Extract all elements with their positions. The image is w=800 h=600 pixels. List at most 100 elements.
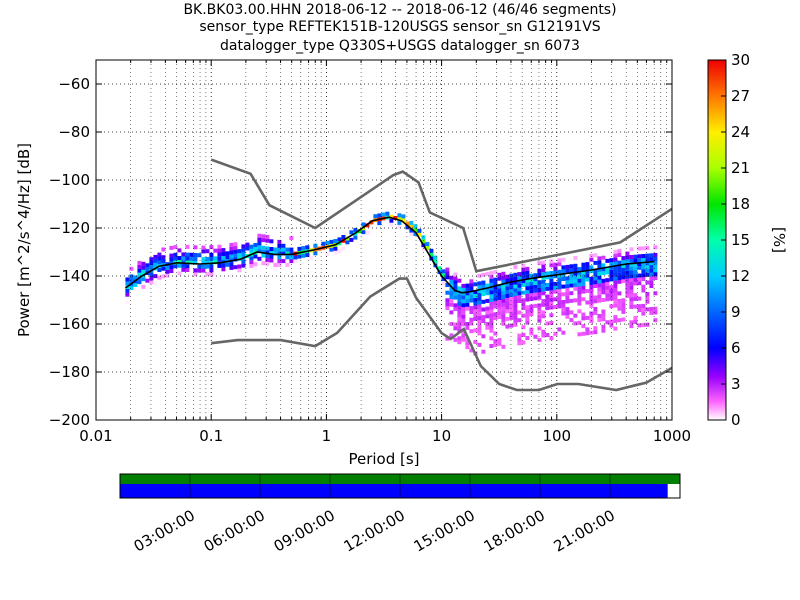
heatmap-cell <box>413 232 418 236</box>
heatmap-cell <box>597 267 602 272</box>
heatmap-cell <box>305 253 310 257</box>
heatmap-cell <box>285 255 290 260</box>
heatmap-cell <box>253 246 258 251</box>
heatmap-cell <box>561 265 566 270</box>
heatmap-cell <box>397 220 402 225</box>
heatmap-cell <box>445 290 450 295</box>
heatmap-cell <box>513 322 518 327</box>
heatmap-cell <box>485 306 490 311</box>
heatmap-cell <box>525 316 530 321</box>
heatmap-cell <box>461 322 466 327</box>
heatmap-cell <box>601 313 606 318</box>
heatmap-cell <box>621 267 626 272</box>
heatmap-cell <box>609 292 614 297</box>
heatmap-cell <box>625 259 630 264</box>
heatmap-cell <box>397 224 402 229</box>
heatmap-cell <box>125 288 130 293</box>
heatmap-cell <box>553 274 558 279</box>
heatmap-cell <box>605 258 610 263</box>
heatmap-cell <box>621 317 626 322</box>
heatmap-cell <box>229 250 234 255</box>
heatmap-cell <box>133 275 138 280</box>
heatmap-cell <box>589 292 594 297</box>
heatmap-cell <box>589 284 594 289</box>
heatmap-cell <box>209 252 214 257</box>
heatmap-cell <box>629 304 634 309</box>
heatmap-cell <box>417 232 422 237</box>
heatmap-cell <box>649 310 654 315</box>
heatmap-cell <box>269 247 274 251</box>
heatmap-cell <box>553 266 558 271</box>
heatmap-cell <box>449 275 454 280</box>
y-tick-label: −80 <box>58 123 90 141</box>
heatmap-cell <box>313 243 318 248</box>
heatmap-cell <box>229 273 234 278</box>
heatmap-cell <box>457 324 462 329</box>
heatmap-cell <box>565 287 570 292</box>
heatmap-cell <box>485 325 490 330</box>
heatmap-cell <box>229 246 234 251</box>
heatmap-cell <box>409 220 414 225</box>
heatmap-cell <box>633 254 638 259</box>
heatmap-cell <box>513 318 518 323</box>
heatmap-cell <box>285 263 290 267</box>
heatmap-cell <box>645 261 650 266</box>
heatmap-cell <box>541 279 546 284</box>
heatmap-cell <box>445 267 450 272</box>
heatmap-cell <box>485 272 490 276</box>
x-tick-label: 100 <box>542 427 571 445</box>
heatmap-cell <box>645 295 650 300</box>
heatmap-cell <box>461 318 466 323</box>
heatmap-cell <box>281 247 286 252</box>
heatmap-cell <box>617 302 622 307</box>
heatmap-cell <box>565 291 570 296</box>
heatmap-cell <box>521 279 526 284</box>
heatmap-cell <box>565 295 570 300</box>
heatmap-cell <box>413 228 418 233</box>
heatmap-cell <box>505 301 510 306</box>
heatmap-cell <box>649 307 654 311</box>
heatmap-cell <box>221 248 226 253</box>
heatmap-cell <box>129 278 134 283</box>
heatmap-cell <box>509 300 514 305</box>
heatmap-cell <box>585 262 590 267</box>
heatmap-cell <box>541 287 546 292</box>
heatmap-cell <box>149 257 154 262</box>
heatmap-cell <box>225 251 230 256</box>
heatmap-cell <box>469 348 474 353</box>
chart-title-line-3: datalogger_type Q330S+USGS datalogger_sn… <box>220 38 580 54</box>
heatmap-cell <box>557 281 562 286</box>
heatmap-cell <box>613 318 618 323</box>
heatmap-cell <box>641 265 646 270</box>
colorbar-tick-label: 6 <box>731 339 741 357</box>
nlnm-curve <box>211 277 672 392</box>
heatmap-cell <box>617 276 622 280</box>
heatmap-cell <box>597 298 602 303</box>
heatmap-cell <box>609 269 614 274</box>
heatmap-cell <box>489 305 494 310</box>
heatmap-cell <box>365 231 370 235</box>
heatmap-cell <box>177 263 182 268</box>
heatmap-cell <box>577 278 582 283</box>
heatmap-cell <box>589 276 594 281</box>
heatmap-cell <box>477 289 482 294</box>
heatmap-cell <box>493 304 498 309</box>
heatmap-cell <box>449 333 454 338</box>
heatmap-cell <box>157 275 162 280</box>
heatmap-cell <box>517 337 522 342</box>
heatmap-cell <box>557 296 562 301</box>
heatmap-cell <box>609 277 614 282</box>
heatmap-cell <box>577 286 582 291</box>
heatmap-cell <box>629 301 634 306</box>
heatmap-cell <box>253 254 258 259</box>
heatmap-cell <box>569 291 574 296</box>
heatmap-cell <box>189 256 194 261</box>
heatmap-cell <box>593 284 598 288</box>
heatmap-cell <box>141 265 146 270</box>
heatmap-cell <box>597 279 602 284</box>
heatmap-cell <box>529 289 534 294</box>
heatmap-cell <box>493 300 498 305</box>
heatmap-cell <box>505 282 510 287</box>
heatmap-cell <box>613 284 618 289</box>
colorbar-tick-label: 15 <box>731 231 750 249</box>
